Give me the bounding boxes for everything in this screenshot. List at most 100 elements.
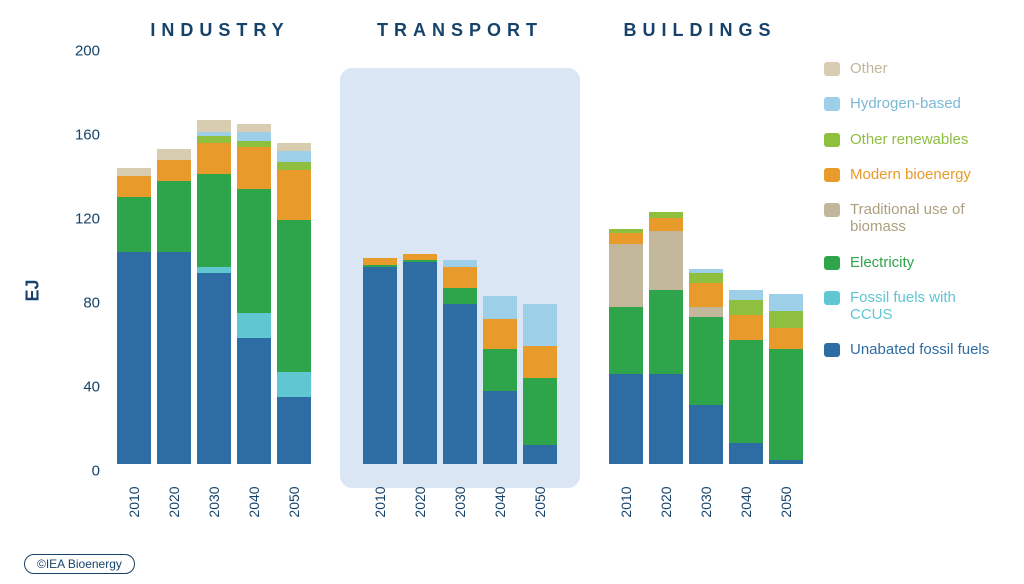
legend-label: Traditional use of biomass [850,201,994,236]
legend-swatch [824,133,840,147]
bar-segment-other_renewables [769,311,803,328]
stacked-bar [443,260,477,464]
bar-segment-electricity [277,220,311,371]
bar-segment-other [117,168,151,176]
legend-label: Electricity [850,254,914,271]
plot-area: 2010202020302040205020102020203020402050… [100,68,820,488]
panel-title: TRANSPORT [340,20,580,60]
stacked-bar [363,258,397,464]
bar-segment-modern_bioenergy [117,176,151,197]
stacked-bar [609,229,643,464]
bar-segment-other [277,143,311,151]
bar-segment-modern_bioenergy [483,319,517,348]
bar-segment-modern_bioenergy [689,283,723,306]
bar-segment-modern_bioenergy [157,160,191,181]
panel-title: BUILDINGS [580,20,820,60]
legend-swatch [824,168,840,182]
xtick-label: 2040 [492,485,508,519]
bar-wrap: 2040 [483,296,517,488]
bar-segment-unabated_fossil [443,304,477,464]
xtick-label: 2050 [532,485,548,519]
bar-wrap: 2040 [729,290,763,488]
bar-segment-modern_bioenergy [277,170,311,220]
bar-segment-unabated_fossil [197,273,231,464]
xtick-label: 2020 [412,485,428,519]
legend-item-hydrogen: Hydrogen-based [824,95,994,112]
bar-segment-unabated_fossil [609,374,643,464]
bar-wrap: 2050 [769,294,803,488]
bar-segment-other_renewables [277,162,311,170]
stacked-bar [483,296,517,464]
bar-segment-modern_bioenergy [729,315,763,340]
legend-item-modern_bioenergy: Modern bioenergy [824,166,994,183]
bar-wrap: 2020 [403,254,437,488]
legend-label: Other [850,60,888,77]
bar-segment-electricity [197,174,231,266]
bar-segment-unabated_fossil [523,445,557,464]
bar-segment-unabated_fossil [117,252,151,464]
bar-segment-electricity [523,378,557,445]
bar-segment-modern_bioenergy [649,218,683,231]
bar-segment-fossil_ccus [277,372,311,397]
bar-wrap: 2010 [609,229,643,488]
bar-segment-unabated_fossil [769,460,803,464]
bar-segment-modern_bioenergy [769,328,803,349]
legend-item-unabated_fossil: Unabated fossil fuels [824,341,994,358]
bar-segment-other [237,124,271,132]
bar-segment-other_renewables [689,273,723,284]
legend-label: Unabated fossil fuels [850,341,989,358]
legend-label: Hydrogen-based [850,95,961,112]
bar-segment-hydrogen [277,151,311,162]
bar-segment-modern_bioenergy [523,346,557,378]
bar-segment-modern_bioenergy [197,143,231,175]
bar-segment-modern_bioenergy [609,233,643,244]
bar-segment-unabated_fossil [157,252,191,464]
stacked-bar [689,269,723,464]
bar-wrap: 2040 [237,124,271,488]
bar-wrap: 2030 [197,120,231,488]
legend-item-electricity: Electricity [824,254,994,271]
xtick-label: 2020 [166,485,182,519]
bar-segment-electricity [609,307,643,374]
bar-segment-unabated_fossil [689,405,723,464]
bar-segment-electricity [483,349,517,391]
xtick-label: 2050 [778,485,794,519]
bar-segment-electricity [443,288,477,305]
bar-segment-hydrogen [483,296,517,319]
bar-segment-other [157,149,191,160]
panel-titles: INDUSTRYTRANSPORTBUILDINGS [100,20,820,60]
bar-segment-unabated_fossil [403,262,437,464]
bar-segment-electricity [769,349,803,460]
bar-segment-unabated_fossil [649,374,683,464]
ytick: 200 [75,43,100,60]
bar-segment-hydrogen [729,290,763,301]
bar-wrap: 2020 [157,149,191,488]
bar-segment-unabated_fossil [363,267,397,464]
bar-segment-electricity [117,197,151,252]
xtick-label: 2020 [658,485,674,519]
legend: Other Hydrogen-based Other renewables Moder… [824,60,994,359]
bar-segment-trad_biomass [689,307,723,318]
legend-swatch [824,203,840,217]
bar-segment-hydrogen [769,294,803,311]
xtick-label: 2030 [206,485,222,519]
bar-wrap: 2030 [443,260,477,488]
bar-segment-hydrogen [523,304,557,346]
legend-item-other_renewables: Other renewables [824,131,994,148]
bar-wrap: 2010 [117,168,151,488]
yaxis-label: EJ [23,279,44,301]
legend-swatch [824,62,840,76]
legend-label: Other renewables [850,131,968,148]
legend-label: Fossil fuels with CCUS [850,289,994,324]
bar-segment-unabated_fossil [483,391,517,465]
panel: 20102020203020402050 [100,68,328,488]
bar-segment-electricity [157,181,191,252]
legend-item-fossil_ccus: Fossil fuels with CCUS [824,289,994,324]
stacked-bar [157,149,191,464]
stacked-bar [729,290,763,464]
bar-segment-modern_bioenergy [443,267,477,288]
legend-swatch [824,291,840,305]
xtick-label: 2030 [452,485,468,519]
stacked-bar [523,304,557,464]
bar-segment-fossil_ccus [237,313,271,338]
